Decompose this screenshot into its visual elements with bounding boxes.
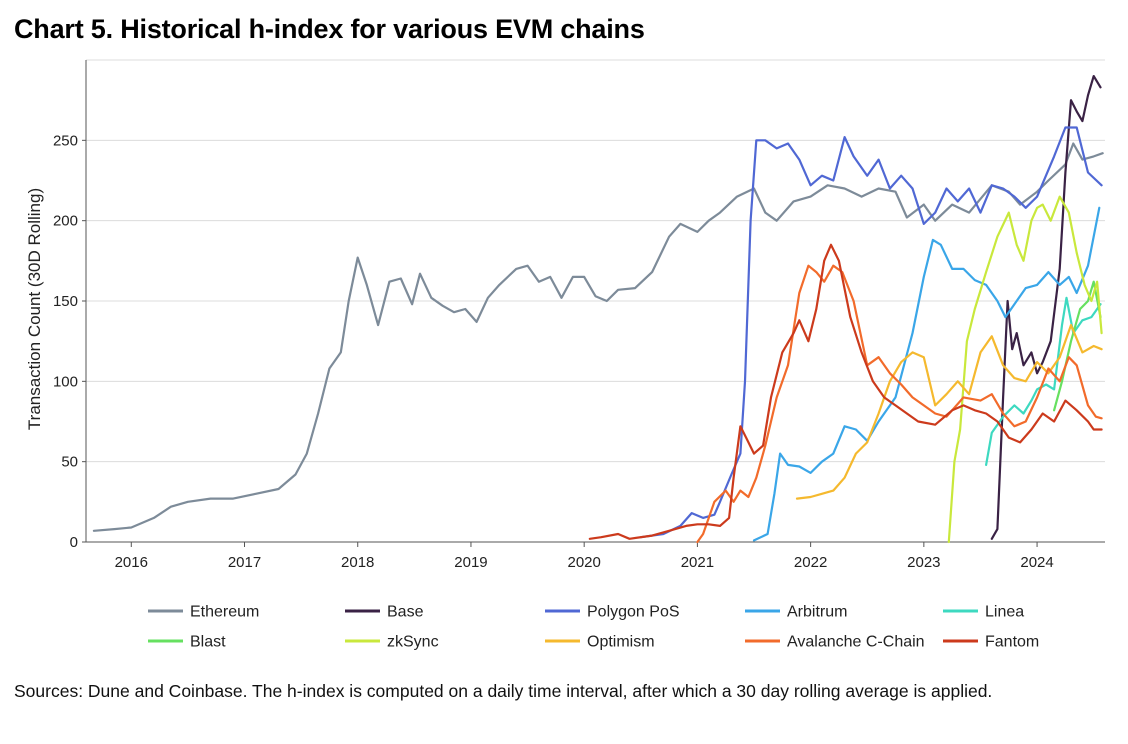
y-tick-label: 0 [70,534,78,551]
legend-item-fantom: Fantom [943,634,1039,651]
series-line-optimism [795,324,1103,500]
legend-item-ethereum: Ethereum [148,604,259,621]
legend-item-arbitrum: Arbitrum [745,604,847,621]
legend-label: Fantom [985,634,1039,651]
series-line-fantom [588,243,1103,540]
series-line-polygon-pos [639,126,1103,539]
legend-label: zkSync [387,634,439,651]
legend-item-zksync: zkSync [345,634,439,651]
legend-label: Arbitrum [787,604,847,621]
legend: Ethereum Base Polygon PoS Arbitrum Linea Blas… [148,604,1039,651]
x-tick-label: 2021 [681,554,714,571]
y-tick-label: 150 [53,293,78,310]
x-tick-label: 2016 [115,554,148,571]
legend-item-linea: Linea [943,604,1024,621]
series-line-blast [1053,280,1102,412]
axes: 0 50 100 150 200 250 2016 2017 2018 2019 2020 2021 2… [25,60,1105,571]
legend-label: Linea [985,604,1024,621]
series-line-avalanche-c-chain [696,264,1103,544]
x-tick-label: 2024 [1020,554,1053,571]
y-tick-label: 250 [53,132,78,149]
y-tick-label: 50 [61,454,78,471]
legend-label: Blast [190,634,226,651]
series-line-base [990,75,1102,540]
x-tick-label: 2023 [907,554,940,571]
y-tick-label: 100 [53,373,78,390]
legend-label: Polygon PoS [587,604,680,621]
legend-label: Avalanche C-Chain [787,634,925,651]
legend-item-optimism: Optimism [545,634,655,651]
x-tick-label: 2022 [794,554,827,571]
legend-item-avalanche-c-chain: Avalanche C-Chain [745,634,925,651]
legend-label: Optimism [587,634,655,651]
series-line-linea [985,296,1102,466]
legend-item-polygon-pos: Polygon PoS [545,604,680,621]
page-title: Chart 5. Historical h-index for various … [14,14,645,44]
x-tick-label: 2019 [454,554,487,571]
series-line-ethereum [92,142,1104,532]
legend-label: Base [387,604,424,621]
source-footnote: Sources: Dune and Coinbase. The h-index … [14,681,993,701]
x-tick-label: 2018 [341,554,374,571]
x-tick-label: 2017 [228,554,261,571]
series-line-zksync [947,195,1103,544]
x-tick-label: 2020 [567,554,600,571]
gridlines [86,59,1105,463]
legend-label: Ethereum [190,604,259,621]
series-lines [92,75,1104,544]
y-axis-title: Transaction Count (30D Rolling) [25,188,44,430]
legend-item-base: Base [345,604,424,621]
legend-item-blast: Blast [148,634,226,651]
line-chart: 0 50 100 150 200 250 2016 2017 2018 2019 2020 2021 2… [25,59,1105,651]
y-tick-label: 200 [53,213,78,230]
series-line-arbitrum [752,206,1101,542]
